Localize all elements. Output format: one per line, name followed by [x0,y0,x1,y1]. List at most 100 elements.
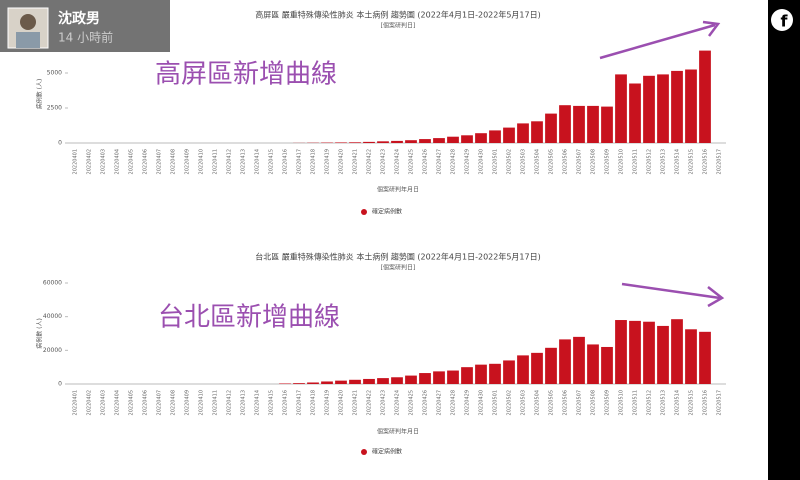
x-tick-label: 20220414 [255,149,261,174]
y-tick-label: 2500 [47,105,62,112]
x-tick-label: 20220419 [325,149,331,174]
bar [643,321,655,384]
x-tick-label: 20220501 [493,390,499,415]
x-tick-label: 20220508 [591,149,597,174]
bar [671,70,683,143]
side-strip [768,0,800,480]
x-axis-label: 個案研判年月日 [377,186,419,194]
y-tick-label: 40000 [43,313,62,320]
x-tick-label: 20220517 [717,390,723,415]
y-axis-label: 病例數 (人) [36,318,44,349]
legend-label: 確定病例數 [372,448,402,456]
bar [615,320,627,384]
x-tick-label: 20220515 [689,390,695,415]
photo [0,0,768,480]
x-tick-label: 20220516 [703,390,709,415]
x-tick-label: 20220506 [563,390,569,415]
facebook-icon[interactable] [771,9,793,31]
x-tick-label: 20220414 [255,390,261,415]
x-tick-label: 20220503 [521,149,527,174]
bar [391,377,403,384]
x-tick-label: 20220419 [325,390,331,415]
x-tick-label: 20220508 [591,390,597,415]
bar [447,370,459,384]
x-tick-label: 20220402 [87,390,93,415]
y-tick-label: 60000 [43,280,62,287]
bar [377,378,389,384]
x-tick-label: 20220403 [101,390,107,415]
x-axis-label: 個案研判年月日 [377,428,419,436]
bar [321,381,333,384]
bar [685,329,697,384]
bar [307,382,319,384]
bar [279,383,291,384]
x-tick-label: 20220429 [465,149,471,174]
arrowhead [707,286,725,308]
bar [349,379,361,384]
x-tick-label: 20220411 [213,149,219,174]
x-tick-label: 20220511 [633,390,639,415]
bar [657,74,669,143]
x-tick-label: 20220404 [115,390,121,415]
facebook-f: f [781,12,789,31]
bar [293,383,305,384]
x-tick-label: 20220403 [101,149,107,174]
arrowhead [702,20,721,37]
annotation: 高屏區新增曲線 [155,60,337,90]
bar [629,320,641,384]
x-tick-label: 20220430 [479,390,485,415]
bar [461,367,473,384]
x-tick-label: 20220507 [577,390,583,415]
x-tick-label: 20220418 [311,149,317,174]
x-tick-label: 20220424 [395,390,401,415]
y-tick-label: 5000 [47,70,62,77]
bar [559,105,571,143]
post-time[interactable]: 14 小時前 [58,30,113,45]
bar [461,135,473,143]
x-tick-label: 20220408 [171,390,177,415]
y-axis-label: 病例數 (人) [36,79,44,110]
x-tick-label: 20220408 [171,149,177,174]
bar [531,121,543,143]
bar [573,336,585,384]
chart-subtitle: [個案研判日] [381,264,416,272]
bar [335,142,347,143]
x-tick-label: 20220505 [549,390,555,415]
x-tick-label: 20220513 [661,149,667,174]
arrow [621,282,721,300]
x-tick-label: 20220412 [227,149,233,174]
bar [405,140,417,143]
x-tick-label: 20220420 [339,149,345,174]
bar [587,105,599,143]
x-tick-label: 20220513 [661,390,667,415]
bar [419,373,431,384]
legend-swatch [361,449,367,455]
bar [643,75,655,143]
x-tick-label: 20220401 [73,149,79,174]
x-tick-label: 20220424 [395,149,401,174]
x-tick-label: 20220501 [493,149,499,174]
bar [629,83,641,143]
x-tick-label: 20220423 [381,390,387,415]
bar [699,331,711,384]
bar [405,375,417,384]
x-tick-label: 20220506 [563,149,569,174]
x-tick-label: 20220417 [297,149,303,174]
bar [573,105,585,143]
x-tick-label: 20220425 [409,390,415,415]
author[interactable]: 沈政男 [58,10,100,27]
x-tick-label: 20220510 [619,149,625,174]
x-tick-label: 20220510 [619,390,625,415]
bar [433,138,445,143]
x-tick-label: 20220515 [689,149,695,174]
bar [433,371,445,384]
x-tick-label: 20220417 [297,390,303,415]
x-tick-label: 20220427 [437,390,443,415]
x-tick-label: 20220405 [129,390,135,415]
x-tick-label: 20220509 [605,149,611,174]
bar [475,364,487,384]
x-tick-label: 20220504 [535,149,541,174]
x-tick-label: 20220406 [143,149,149,174]
bar [531,352,543,384]
